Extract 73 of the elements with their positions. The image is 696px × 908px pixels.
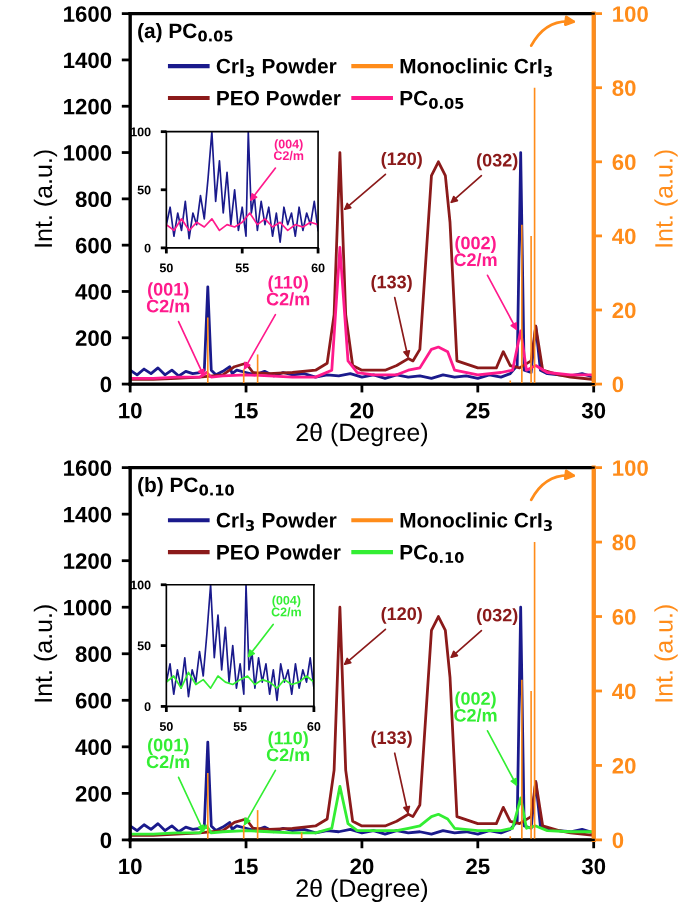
x-tick-label: 30: [581, 402, 606, 419]
y-tick-label: 1200: [64, 98, 112, 115]
y2-tick-label: 80: [612, 534, 636, 551]
annotation: (110) C2/m: [266, 731, 310, 762]
annotation: (120): [381, 151, 422, 169]
y2-tick-label: 20: [612, 302, 636, 319]
y2-tick-label: 20: [612, 757, 636, 774]
y-tick-label: 1000: [64, 599, 112, 616]
legend-label: PEO Powder: [217, 90, 341, 106]
y2-tick-label: 40: [612, 683, 636, 700]
line-series: [166, 671, 314, 690]
legend-label: Monoclinic CrI$_{3}$: [400, 512, 552, 532]
legend-label: PC$_{0.05}$: [400, 90, 464, 109]
y-tick-label: 0: [100, 376, 112, 393]
x-tick-label: 20: [350, 402, 374, 419]
y-tick-label: 1400: [64, 506, 112, 523]
y-tick-label: 1000: [64, 145, 112, 161]
x-tick-label: 25: [466, 402, 490, 419]
x-tick-label: 20: [350, 858, 374, 875]
y-tick-label: 600: [75, 237, 112, 254]
y-tick-label: 400: [75, 739, 112, 756]
legend-label: PEO Powder: [217, 544, 341, 560]
y2-tick-label: 0: [612, 832, 624, 849]
chart-title: (b) PC$_{0.10}$: [138, 476, 234, 497]
annotation: (133): [371, 730, 412, 748]
line-series: [166, 131, 319, 243]
x-tick-label: 15: [235, 858, 258, 875]
y2-tick-label: 60: [612, 154, 636, 171]
y-tick-label: 1400: [64, 52, 112, 69]
annotation: (133): [371, 275, 412, 292]
annotation: (110) C2/m: [266, 275, 310, 306]
y2-tick-label: 60: [612, 609, 636, 625]
y-tick-label: 0: [100, 832, 112, 849]
annotation: (120): [381, 606, 422, 624]
annotation: (002) C2/m: [454, 691, 497, 722]
y-tick-label: 600: [75, 692, 112, 709]
annotation: (032): [477, 153, 518, 171]
line-series: [130, 784, 594, 836]
line-series: [166, 212, 319, 232]
y-tick-label: 200: [75, 785, 112, 802]
annotation: (032): [477, 608, 518, 626]
y-tick-label: 800: [75, 646, 112, 663]
y-axis-title: Int. (a.u.): [33, 605, 58, 702]
y-tick-label: 1200: [64, 553, 112, 569]
y2-tick-label: 100: [613, 460, 648, 476]
x-tick-label: 30: [581, 858, 606, 875]
x-tick-label: 10: [119, 402, 142, 419]
y-tick-label: 1600: [64, 460, 112, 476]
y2-tick-label: 80: [612, 80, 636, 96]
y-tick-label: 200: [75, 330, 112, 347]
y2-tick-label: 40: [612, 228, 636, 245]
legend-label: Monoclinic CrI$_{3}$: [400, 58, 552, 77]
y-tick-label: 800: [75, 191, 112, 208]
y2-tick-label: 100: [613, 6, 648, 22]
line-series: [166, 584, 314, 702]
legend-label: CrI$_{3}$ Powder: [216, 512, 337, 532]
y-tick-label: 1600: [64, 6, 112, 22]
y2-axis-title: Int. (a.u.): [654, 605, 678, 702]
annotation: (001) C2/m: [146, 282, 190, 313]
x-tick-label: 25: [466, 858, 490, 875]
y-tick-label: 400: [75, 284, 112, 300]
chart-title: (a) PC$_{0.05}$: [138, 22, 233, 43]
y2-tick-label: 0: [612, 376, 624, 393]
legend-label: PC$_{0.10}$: [400, 544, 464, 564]
y2-axis-title: Int. (a.u.): [654, 150, 678, 247]
y-axis-title: Int. (a.u.): [33, 150, 58, 247]
x-axis-title: 2θ (Degree): [296, 878, 428, 902]
x-tick-label: 10: [119, 858, 142, 875]
annotation: (001) C2/m: [146, 738, 190, 769]
x-tick-label: 15: [235, 402, 258, 419]
legend-label: CrI$_{3}$ Powder: [216, 58, 337, 77]
annotation: (002) C2/m: [454, 236, 497, 267]
x-axis-title: 2θ (Degree): [296, 422, 428, 447]
